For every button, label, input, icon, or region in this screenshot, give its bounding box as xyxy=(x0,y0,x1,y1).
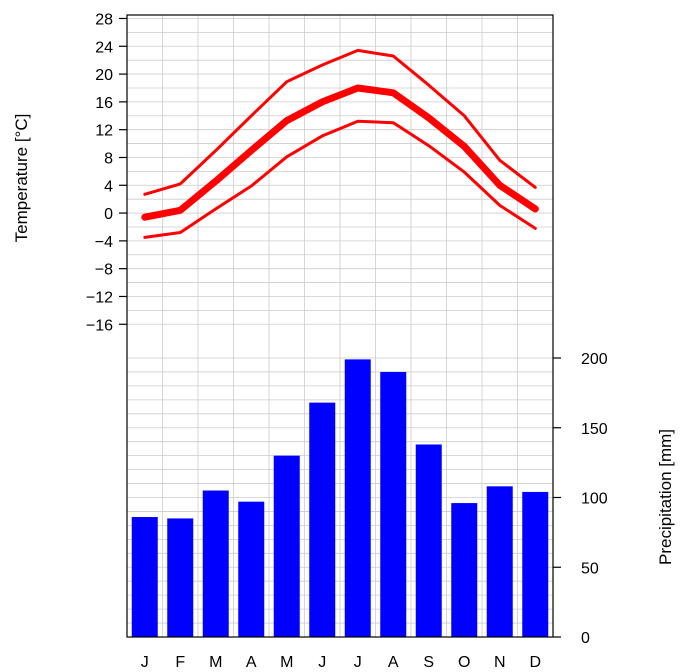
month-label: D xyxy=(529,654,541,671)
precipitation-bar xyxy=(167,518,194,637)
temperature-lines xyxy=(141,48,539,239)
precipitation-bars xyxy=(131,359,549,637)
month-label: J xyxy=(318,654,326,671)
precipitation-bar xyxy=(415,444,442,637)
precipitation-bar xyxy=(309,402,336,637)
precipitation-tick-label: 100 xyxy=(581,491,608,508)
temperature-max-line xyxy=(143,48,537,196)
precipitation-bar xyxy=(344,359,371,637)
precipitation-bar xyxy=(486,486,513,637)
plot-frame xyxy=(126,14,554,638)
temperature-tick-label: −8 xyxy=(95,262,113,279)
precipitation-axis-title: Precipitation [mm] xyxy=(656,429,675,565)
temperature-mean-line xyxy=(141,84,539,221)
temperature-tick-label: 12 xyxy=(95,123,113,140)
precipitation-bar xyxy=(238,501,265,637)
precipitation-bar xyxy=(380,371,407,637)
temperature-axis: 28 24 20 16 12 8 4 0 −4 −8 −12 −16 xyxy=(86,11,127,334)
month-label: A xyxy=(388,654,399,671)
month-label: F xyxy=(175,654,185,671)
precipitation-axis: 200 150 100 50 0 xyxy=(553,351,608,647)
temperature-tick-label: 16 xyxy=(95,95,113,112)
temperature-tick-label: 8 xyxy=(104,150,113,167)
precipitation-tick-label: 0 xyxy=(581,630,590,647)
month-label: S xyxy=(423,654,434,671)
month-label: N xyxy=(494,654,506,671)
precipitation-tick-label: 200 xyxy=(581,351,608,368)
month-label: M xyxy=(280,654,293,671)
precipitation-bar xyxy=(202,490,229,637)
temperature-tick-label: 20 xyxy=(95,67,113,84)
temperature-tick-label: −12 xyxy=(86,289,113,306)
temperature-tick-label: −16 xyxy=(86,317,113,334)
month-label: J xyxy=(354,654,362,671)
temperature-tick-label: 4 xyxy=(104,178,113,195)
temperature-tick-label: 0 xyxy=(104,206,113,223)
grid-lines xyxy=(127,15,553,638)
temperature-min-line xyxy=(143,119,537,239)
month-label: A xyxy=(246,654,257,671)
precipitation-tick-label: 50 xyxy=(581,560,599,577)
precipitation-bar xyxy=(522,491,549,637)
temperature-tick-label: −4 xyxy=(95,234,113,251)
month-label: M xyxy=(209,654,222,671)
temperature-axis-title: Temperature [°C] xyxy=(12,114,31,243)
month-label: O xyxy=(458,654,470,671)
precipitation-tick-label: 150 xyxy=(581,421,608,438)
precipitation-bar xyxy=(451,503,478,637)
temperature-tick-label: 28 xyxy=(95,11,113,28)
precipitation-bar xyxy=(273,455,300,637)
precipitation-bar xyxy=(131,517,158,637)
temperature-tick-label: 24 xyxy=(95,39,113,56)
month-label: J xyxy=(141,654,149,671)
